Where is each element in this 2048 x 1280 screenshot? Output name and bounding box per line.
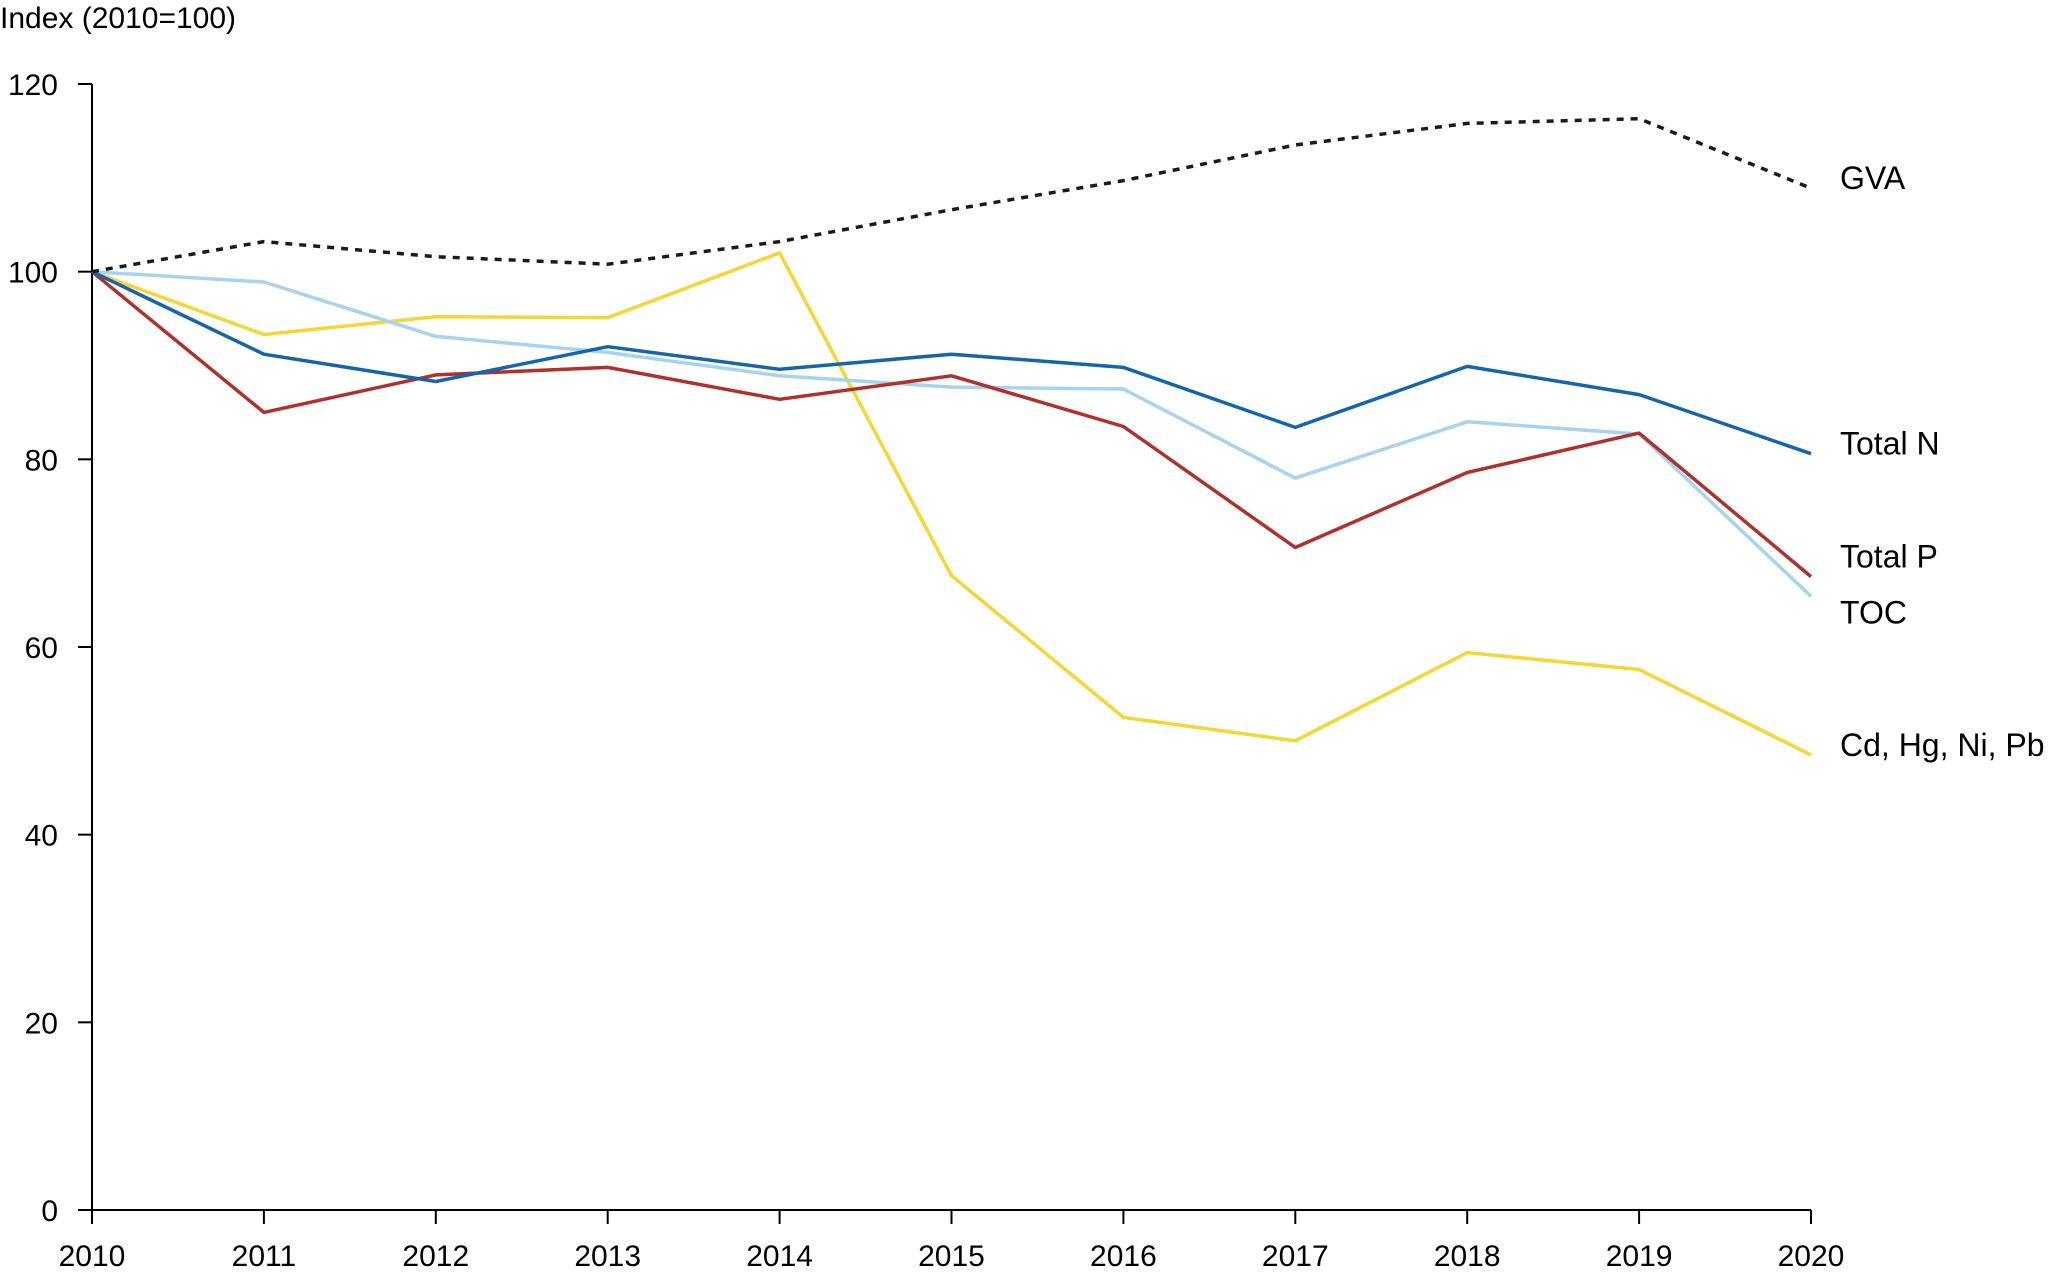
y-tick-label: 80 <box>25 444 58 477</box>
series-line-total-n <box>91 270 1812 456</box>
x-tick-label: 2019 <box>1606 1240 1673 1273</box>
x-tick-label: 2015 <box>918 1240 985 1273</box>
series-label-toc: TOC <box>1840 594 1907 630</box>
x-tick-label: 2017 <box>1262 1240 1329 1273</box>
axes: 0 20 40 60 80 100 120 2010 2011 2012 2013 2014 2015 2… <box>8 69 1844 1273</box>
series-label-gva: GVA <box>1840 160 1906 196</box>
series-line-cd-hg-ni-pb <box>91 251 1812 757</box>
series-line-gva <box>91 116 1812 274</box>
x-tick-label: 2011 <box>232 1240 297 1273</box>
y-tick-label: 0 <box>41 1195 58 1228</box>
x-tick-label: 2010 <box>59 1240 126 1273</box>
x-tick-label: 2014 <box>746 1240 813 1273</box>
series-line-total-p <box>90 270 1813 578</box>
series-label-total-n: Total N <box>1840 426 1940 462</box>
y-tick-label: 120 <box>8 69 58 102</box>
x-tick-label: 2013 <box>574 1240 641 1273</box>
x-tick-label: 2016 <box>1090 1240 1157 1273</box>
x-tick-label: 2020 <box>1778 1240 1845 1273</box>
x-tick-label: 2018 <box>1434 1240 1501 1273</box>
y-tick-label: 60 <box>25 632 58 665</box>
series-line-toc <box>91 269 1813 598</box>
series-labels: GVA Total N Total P TOC Cd, Hg, Ni, Pb <box>1840 160 2045 763</box>
y-axis-title: Index (2010=100) <box>0 2 236 35</box>
y-tick-label: 40 <box>25 820 58 853</box>
series-label-cd-hg-ni-pb: Cd, Hg, Ni, Pb <box>1840 727 2045 763</box>
series-label-total-p: Total P <box>1840 539 1938 575</box>
y-tick-label: 20 <box>25 1007 58 1040</box>
y-tick-label: 100 <box>8 257 58 290</box>
x-tick-label: 2012 <box>402 1240 469 1273</box>
series-layer <box>90 116 1813 757</box>
